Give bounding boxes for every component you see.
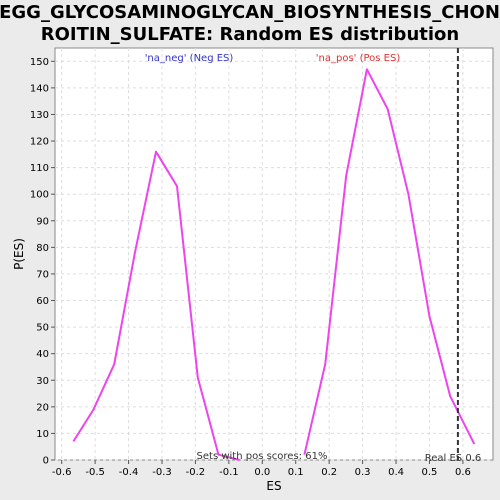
x-tick-label: 0.2: [321, 467, 337, 478]
series-layer: [72, 68, 476, 461]
x-axis: -0.6 -0.5 -0.4 -0.3 -0.2 -0.1 0.0 0.1 0.2 0.3 0.4 0…: [52, 460, 471, 478]
legend-pos-es: 'na_pos' (Pos ES): [316, 53, 401, 64]
y-tick-label: 20: [36, 402, 49, 413]
pos-scores-annotation: Sets with pos scores: 61%: [197, 451, 328, 462]
y-axis: 0 10 20 30 40 50 60 70 80 90 100 110 120 130 140 150: [30, 57, 55, 467]
y-tick-label: 10: [36, 429, 49, 440]
chart-title-line-1: KEGG_GLYCOSAMINOGLYCAN_BIOSYNTHESIS_CHON…: [0, 2, 500, 23]
x-tick-label: 0.5: [422, 467, 438, 478]
y-tick-label: 40: [36, 349, 49, 360]
y-tick-label: 80: [36, 243, 49, 254]
x-tick-label: -0.4: [119, 467, 139, 478]
x-tick-label: 0.6: [455, 467, 471, 478]
x-tick-label: 0.1: [288, 467, 304, 478]
y-tick-label: 110: [30, 163, 49, 174]
y-tick-label: 30: [36, 376, 49, 387]
y-tick-label: 120: [30, 137, 49, 148]
x-tick-label: -0.2: [186, 467, 206, 478]
x-tick-label: 0.3: [355, 467, 371, 478]
y-tick-label: 0: [43, 456, 49, 467]
x-tick-label: 0.0: [254, 467, 270, 478]
y-tick-label: 140: [30, 83, 49, 94]
y-tick-label: 130: [30, 110, 49, 121]
y-tick-label: 70: [36, 269, 49, 280]
chart-title-line-2: ROITIN_SULFATE: Random ES distribution: [41, 24, 459, 45]
y-tick-label: 60: [36, 296, 49, 307]
x-tick-label: -0.6: [52, 467, 72, 478]
grid-lines: [55, 48, 493, 461]
x-tick-label: -0.5: [85, 467, 105, 478]
y-tick-label: 100: [30, 190, 49, 201]
legend-neg-es: 'na_neg' (Neg ES): [145, 53, 234, 64]
real-es-label: Real ES 0.6: [425, 453, 481, 464]
y-tick-label: 90: [36, 216, 49, 227]
x-axis-label: ES: [266, 479, 281, 493]
y-tick-label: 150: [30, 57, 49, 68]
x-tick-label: -0.3: [152, 467, 172, 478]
series-line-pos-es: [303, 68, 476, 455]
plot-area: [54, 47, 494, 461]
x-tick-label: -0.1: [219, 467, 239, 478]
x-tick-label: 0.4: [388, 467, 404, 478]
y-axis-label: P(ES): [12, 238, 26, 270]
series-line-neg-es: [72, 150, 240, 461]
y-tick-label: 50: [36, 323, 49, 334]
